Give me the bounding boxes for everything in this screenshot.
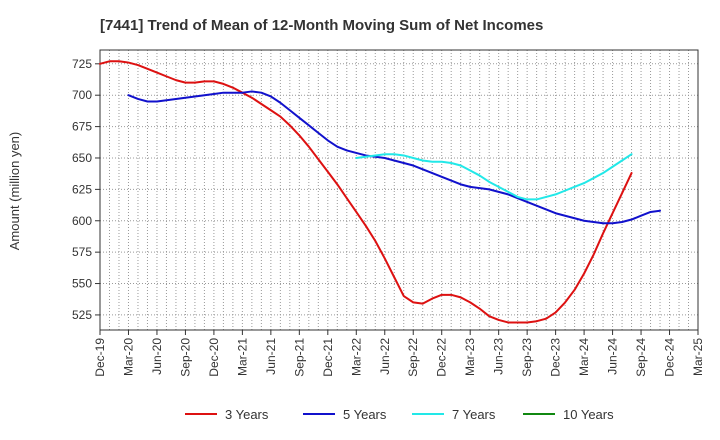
y-tick-label: 675	[72, 120, 92, 134]
y-axis-label: Amount (million yen)	[7, 132, 22, 251]
y-tick-label: 700	[72, 88, 92, 102]
legend-label-0: 3 Years	[225, 407, 269, 422]
chart-title: [7441] Trend of Mean of 12-Month Moving …	[100, 17, 543, 34]
x-tick-label: Dec-20	[207, 338, 221, 377]
x-tick-label: Dec-21	[321, 338, 335, 377]
x-tick-label: Mar-21	[235, 338, 249, 376]
x-tick-label: Jun-22	[378, 338, 392, 375]
plot-area-frame	[99, 49, 699, 331]
legend-label-3: 10 Years	[563, 407, 614, 422]
legend-label-1: 5 Years	[343, 407, 387, 422]
series-line-2	[355, 153, 633, 201]
x-tick-label: Dec-23	[549, 338, 563, 377]
x-tick-label: Sep-20	[178, 338, 192, 377]
x-tick-label: Mar-22	[349, 338, 363, 376]
series-line-1	[127, 90, 662, 225]
y-tick-label: 650	[72, 151, 92, 165]
x-tick-label: Dec-19	[93, 338, 107, 377]
y-tick-label: 625	[72, 182, 92, 196]
series-line-0	[99, 60, 633, 324]
legend-label-2: 7 Years	[452, 407, 496, 422]
y-tick-label: 525	[72, 308, 92, 322]
y-tick-label: 575	[72, 245, 92, 259]
x-tick-label: Mar-25	[691, 338, 705, 376]
x-tick-label: Sep-21	[292, 338, 306, 377]
x-tick-label: Sep-23	[520, 338, 534, 377]
x-tick-label: Dec-24	[663, 338, 677, 377]
x-tick-label: Jun-20	[150, 338, 164, 375]
x-tick-label: Jun-21	[264, 338, 278, 375]
x-tick-label: Mar-23	[463, 338, 477, 376]
y-tick-label: 725	[72, 57, 92, 71]
series-lines	[99, 60, 662, 324]
x-tick-label: Jun-24	[606, 338, 620, 375]
x-tick-label: Jun-23	[492, 338, 506, 375]
x-tick-label: Mar-20	[121, 338, 135, 376]
grid	[100, 50, 698, 330]
x-tick-label: Dec-22	[435, 338, 449, 377]
x-tick-label: Sep-24	[634, 338, 648, 377]
y-tick-label: 550	[72, 277, 92, 291]
x-tick-label: Sep-22	[406, 338, 420, 377]
y-axis-ticks: 525 550 575 600 625 650 675 700 725	[72, 57, 100, 322]
x-axis-ticks: Dec-19 Mar-20 Jun-20 Sep-20 Dec-20 Mar-21 Jun-…	[93, 330, 705, 377]
x-tick-label: Mar-24	[577, 338, 591, 376]
legend: 3 Years 5 Years 7 Years 10 Years	[185, 407, 614, 422]
y-tick-label: 600	[72, 214, 92, 228]
